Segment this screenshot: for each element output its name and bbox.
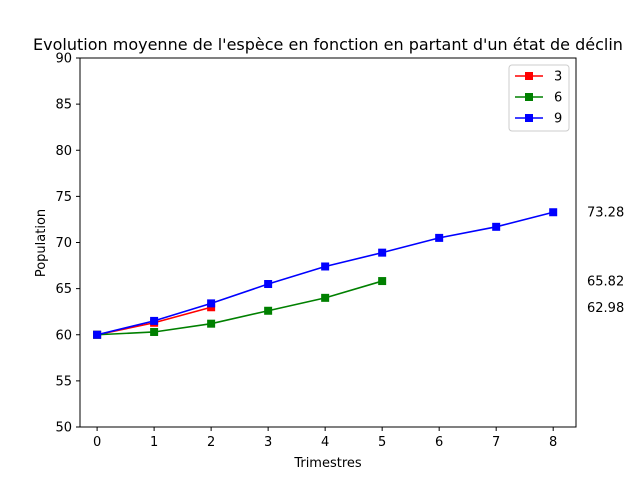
data-point bbox=[378, 277, 387, 286]
series-9 bbox=[93, 208, 558, 339]
legend-marker bbox=[525, 72, 533, 80]
y-tick-label: 60 bbox=[55, 328, 72, 343]
y-tick-label: 55 bbox=[55, 374, 72, 389]
axes: 0 1 2 3 4 5 6 7 8 50 55 60 65 70 75 80 85 90 bbox=[55, 52, 557, 451]
data-point bbox=[207, 299, 216, 308]
y-tick-label: 85 bbox=[55, 98, 72, 113]
data-point bbox=[207, 319, 216, 328]
legend: 3 6 9 bbox=[508, 64, 570, 132]
y-tick-label: 80 bbox=[55, 144, 72, 159]
series-group bbox=[93, 208, 558, 339]
legend-item: 3 bbox=[515, 70, 562, 85]
y-tick-label: 70 bbox=[55, 236, 72, 251]
end-value-label: 73.28 bbox=[587, 206, 624, 221]
y-tick-label: 75 bbox=[55, 190, 72, 205]
x-tick-label: 3 bbox=[264, 435, 272, 450]
x-tick-label: 8 bbox=[549, 435, 557, 450]
data-point bbox=[150, 327, 159, 336]
x-tick-label: 6 bbox=[435, 435, 443, 450]
legend-item: 6 bbox=[515, 91, 562, 106]
end-value-label: 65.82 bbox=[587, 275, 624, 290]
series-line bbox=[97, 280, 383, 336]
data-point bbox=[321, 262, 330, 271]
legend-item: 9 bbox=[515, 112, 562, 127]
legend-label: 3 bbox=[554, 70, 562, 85]
y-tick-label: 65 bbox=[55, 282, 72, 297]
data-point bbox=[321, 293, 330, 302]
data-point bbox=[264, 280, 273, 289]
data-point bbox=[150, 316, 159, 325]
end-value-label: 62.98 bbox=[587, 301, 624, 316]
x-tick-label: 1 bbox=[150, 435, 158, 450]
x-tick-label: 2 bbox=[207, 435, 215, 450]
legend-label: 6 bbox=[554, 91, 562, 106]
legend-marker bbox=[525, 93, 533, 101]
y-axis-title: Population bbox=[34, 209, 49, 277]
x-tick-label: 5 bbox=[378, 435, 386, 450]
plot-area bbox=[79, 57, 577, 428]
y-tick-label: 50 bbox=[55, 421, 72, 436]
x-axis-title: Trimestres bbox=[293, 456, 362, 471]
plot-frame bbox=[79, 57, 577, 428]
chart-title: Evolution moyenne de l'espèce en fonctio… bbox=[33, 35, 623, 54]
data-point bbox=[93, 330, 102, 339]
end-labels: 73.28 65.82 62.98 bbox=[587, 206, 624, 316]
y-tick-label: 90 bbox=[55, 52, 72, 67]
legend-marker bbox=[525, 114, 533, 122]
data-point bbox=[435, 233, 444, 242]
legend-label: 9 bbox=[554, 112, 562, 127]
data-point bbox=[264, 306, 273, 315]
data-point bbox=[492, 222, 501, 231]
legend-box bbox=[508, 64, 570, 132]
x-tick-label: 4 bbox=[321, 435, 329, 450]
x-tick-label: 7 bbox=[492, 435, 500, 450]
data-point bbox=[549, 208, 558, 217]
x-tick-label: 0 bbox=[93, 435, 101, 450]
data-point bbox=[378, 248, 387, 257]
